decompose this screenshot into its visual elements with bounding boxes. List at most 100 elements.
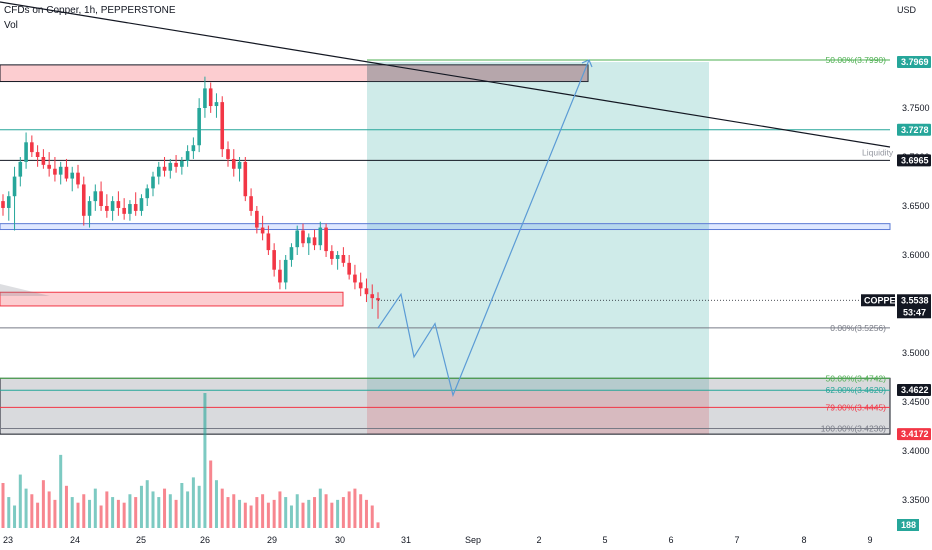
fib-label-2: 50.00%(3.4742) — [826, 373, 887, 383]
candle-body — [116, 201, 121, 208]
volume-indicator-label: Vol — [4, 20, 18, 31]
candle — [99, 181, 103, 211]
symbol-tag-label: COPPER — [864, 295, 903, 305]
candle-body — [139, 198, 144, 211]
volume-bar — [307, 499, 311, 528]
candle-body — [249, 196, 253, 211]
candle — [162, 157, 167, 177]
candle — [128, 200, 132, 221]
candle — [87, 196, 92, 228]
candle-body — [128, 204, 132, 214]
x-tick-label: 29 — [267, 535, 277, 545]
volume-bar — [24, 488, 28, 528]
volume-bar — [220, 488, 224, 528]
volume-bar — [249, 505, 253, 528]
candle-body — [243, 161, 248, 197]
volume-bar — [376, 522, 380, 528]
zone-overlap — [367, 64, 588, 82]
candle-body — [318, 227, 323, 246]
candle — [283, 255, 288, 290]
volume-bar — [359, 494, 363, 528]
candle-body — [93, 191, 98, 202]
candle-body — [370, 294, 375, 299]
x-tick-label: 30 — [335, 535, 345, 545]
candle — [208, 82, 213, 113]
candle-body — [376, 298, 380, 301]
candle — [18, 157, 23, 187]
candle-body — [306, 237, 311, 244]
volume-bar — [197, 485, 201, 528]
y-tick-label: 3.4000 — [902, 446, 930, 456]
candle-body — [272, 250, 276, 270]
volume-bar — [93, 488, 97, 528]
y-tick-label: 3.7500 — [902, 103, 930, 113]
volume-bar — [364, 499, 368, 528]
candle — [93, 184, 98, 211]
currency-label: USD — [896, 5, 916, 15]
candle — [278, 259, 282, 290]
candle-body — [151, 176, 155, 189]
symbol-tag — [861, 294, 895, 307]
candle-body — [24, 142, 28, 162]
price-tag-3 — [897, 384, 931, 397]
candle — [139, 194, 144, 216]
candle — [347, 255, 351, 280]
candle — [266, 225, 271, 255]
volume-bar — [163, 488, 167, 528]
candle — [105, 194, 109, 218]
x-tick-label: 5 — [602, 535, 607, 545]
fib-label-5: 100.00%(3.4230) — [821, 423, 886, 433]
volume-bar — [18, 474, 22, 528]
candle — [35, 145, 40, 167]
volume-bar — [134, 497, 138, 528]
wedge-shape — [0, 284, 50, 296]
candle-body — [35, 152, 40, 157]
zone-1 — [0, 223, 891, 231]
x-tick-label: 24 — [70, 535, 80, 545]
candle-body — [255, 210, 259, 228]
price-tag-1 — [897, 123, 931, 136]
candle — [243, 157, 248, 202]
candle — [76, 164, 80, 189]
volume-bar — [336, 499, 340, 528]
candle — [318, 221, 323, 251]
candle — [12, 166, 17, 231]
candle — [151, 171, 155, 197]
volume-bar — [174, 499, 178, 528]
candle-body — [6, 196, 11, 208]
candle — [185, 145, 190, 167]
candle — [341, 247, 346, 267]
candle-body — [180, 160, 184, 167]
volume-bar — [70, 497, 74, 528]
candle-body — [64, 166, 69, 179]
zone-0 — [0, 64, 589, 83]
candle — [226, 141, 230, 167]
candle-body — [162, 166, 167, 171]
candle-body — [266, 233, 271, 251]
candle-body — [168, 162, 173, 171]
candle — [53, 157, 57, 182]
volume-bar — [186, 491, 190, 528]
x-tick-label: 26 — [200, 535, 210, 545]
candle-body — [122, 207, 126, 214]
volume-bar — [82, 494, 86, 528]
volume-bar — [41, 480, 45, 528]
volume-bar — [111, 497, 115, 528]
candle — [30, 135, 34, 157]
candle — [203, 76, 207, 118]
volume-bar — [76, 502, 80, 528]
candle — [330, 245, 334, 265]
volume-bar — [272, 499, 276, 528]
volume-bar — [157, 497, 161, 528]
candle-body — [70, 172, 75, 179]
fib-label-3: 62.00%(3.4620) — [826, 385, 887, 395]
volume-bar — [238, 499, 242, 528]
candle-body — [208, 88, 213, 107]
candle — [6, 191, 11, 221]
x-tick-label: 2 — [536, 535, 541, 545]
x-tick-label: 23 — [3, 535, 13, 545]
candle — [180, 157, 184, 175]
candle-body — [185, 151, 190, 161]
candle-body — [47, 164, 51, 169]
